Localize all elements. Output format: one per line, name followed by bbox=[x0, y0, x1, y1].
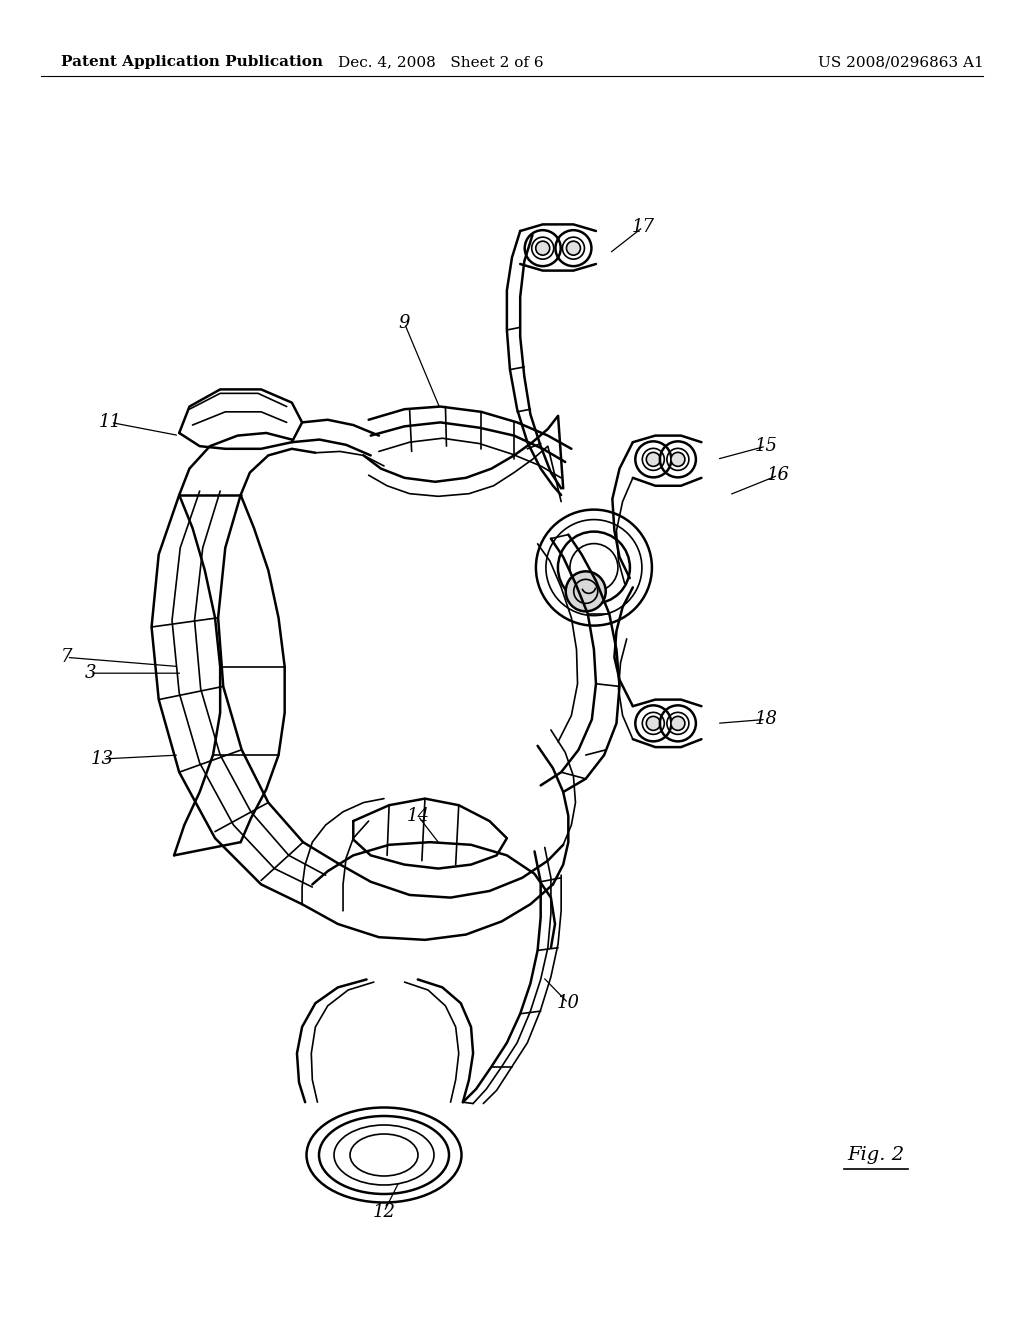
Text: Dec. 4, 2008   Sheet 2 of 6: Dec. 4, 2008 Sheet 2 of 6 bbox=[338, 55, 543, 69]
Text: 7: 7 bbox=[60, 648, 73, 667]
Text: 14: 14 bbox=[407, 807, 429, 825]
Circle shape bbox=[565, 572, 606, 611]
Text: 18: 18 bbox=[755, 710, 777, 729]
Text: 16: 16 bbox=[767, 466, 790, 484]
Circle shape bbox=[536, 242, 550, 255]
Text: 12: 12 bbox=[373, 1203, 395, 1221]
Text: 11: 11 bbox=[99, 413, 122, 432]
Circle shape bbox=[646, 717, 660, 730]
Text: 9: 9 bbox=[398, 314, 411, 333]
Text: 10: 10 bbox=[557, 994, 580, 1012]
Text: 13: 13 bbox=[91, 750, 114, 768]
Text: 17: 17 bbox=[632, 218, 654, 236]
Circle shape bbox=[646, 453, 660, 466]
Text: US 2008/0296863 A1: US 2008/0296863 A1 bbox=[818, 55, 984, 69]
Text: 3: 3 bbox=[84, 664, 96, 682]
Text: Fig. 2: Fig. 2 bbox=[847, 1146, 904, 1164]
Circle shape bbox=[671, 453, 685, 466]
Circle shape bbox=[671, 717, 685, 730]
Text: 15: 15 bbox=[755, 437, 777, 455]
Circle shape bbox=[566, 242, 581, 255]
Text: Patent Application Publication: Patent Application Publication bbox=[61, 55, 324, 69]
